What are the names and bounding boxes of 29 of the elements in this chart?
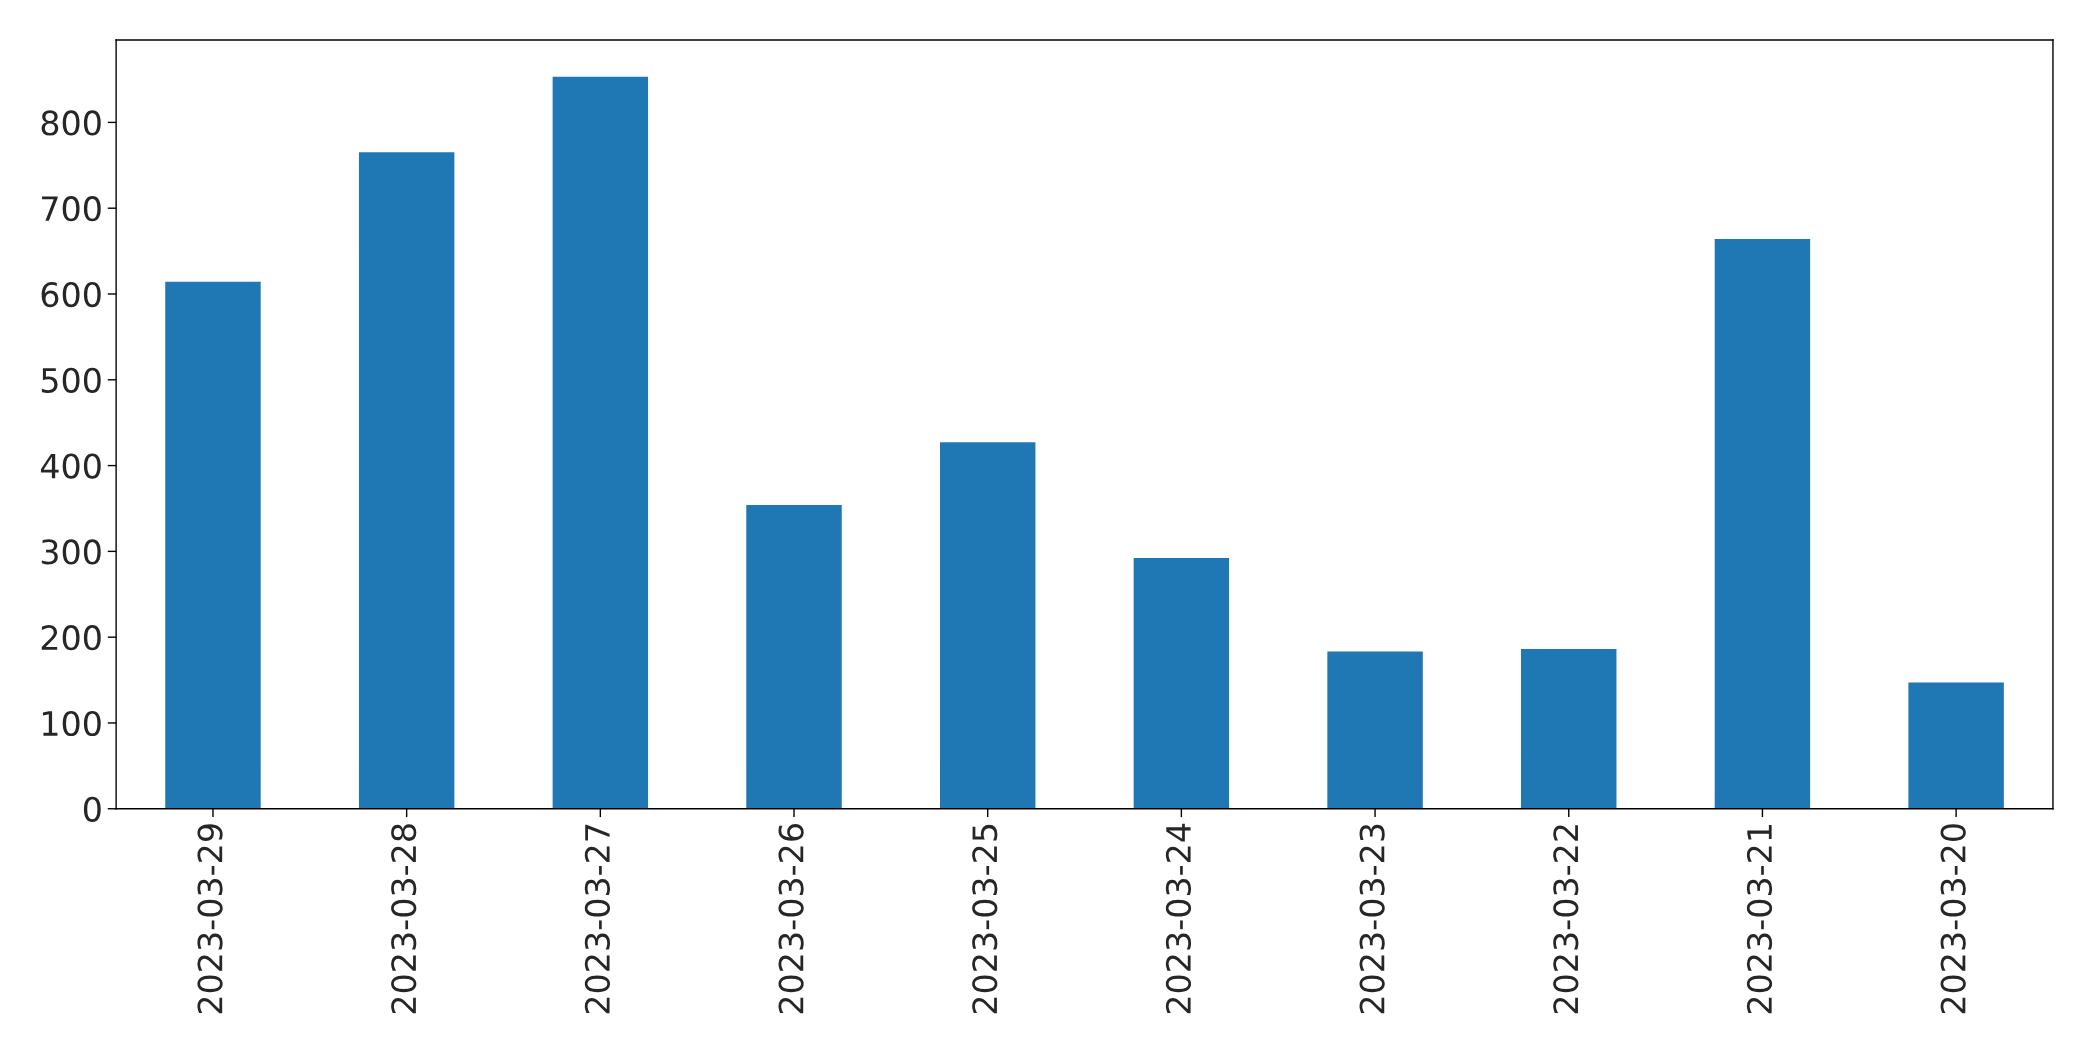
x-tick-label: 2023-03-21	[1746, 825, 1773, 1014]
x-tick-label: 2023-03-27	[584, 824, 611, 1014]
bar	[551, 75, 650, 809]
y-tick-label: 0	[83, 796, 101, 822]
bar	[1132, 556, 1231, 809]
y-tick-label: 700	[42, 196, 101, 222]
x-tick-label: 2023-03-23	[1359, 824, 1385, 1014]
bar	[1906, 681, 2006, 809]
x-tick-label: 2023-03-28	[391, 824, 417, 1014]
bar	[1713, 237, 1812, 809]
bar	[163, 280, 263, 809]
x-tick-label: 2023-03-29	[197, 824, 223, 1014]
bar	[1325, 650, 1425, 809]
y-tick-label: 300	[41, 539, 101, 565]
y-tick-label: 200	[41, 625, 101, 651]
y-tick-label: 400	[40, 453, 101, 479]
x-tick-label: 2023-03-22	[1553, 825, 1579, 1014]
y-tick-label: 600	[41, 281, 101, 308]
bar	[1519, 647, 1618, 809]
x-tick-label: 2023-03-25	[972, 824, 998, 1014]
y-tick-label: 100	[42, 710, 101, 737]
bar	[938, 440, 1037, 809]
y-tick-label: 500	[41, 367, 101, 393]
y-tick-label: 800	[41, 110, 101, 136]
x-tick-label: 2023-03-26	[778, 824, 804, 1014]
x-tick-label: 2023-03-20	[1940, 824, 1966, 1014]
x-tick-label: 2023-03-24	[1165, 823, 1192, 1014]
bar	[744, 503, 844, 809]
bar	[357, 150, 456, 809]
